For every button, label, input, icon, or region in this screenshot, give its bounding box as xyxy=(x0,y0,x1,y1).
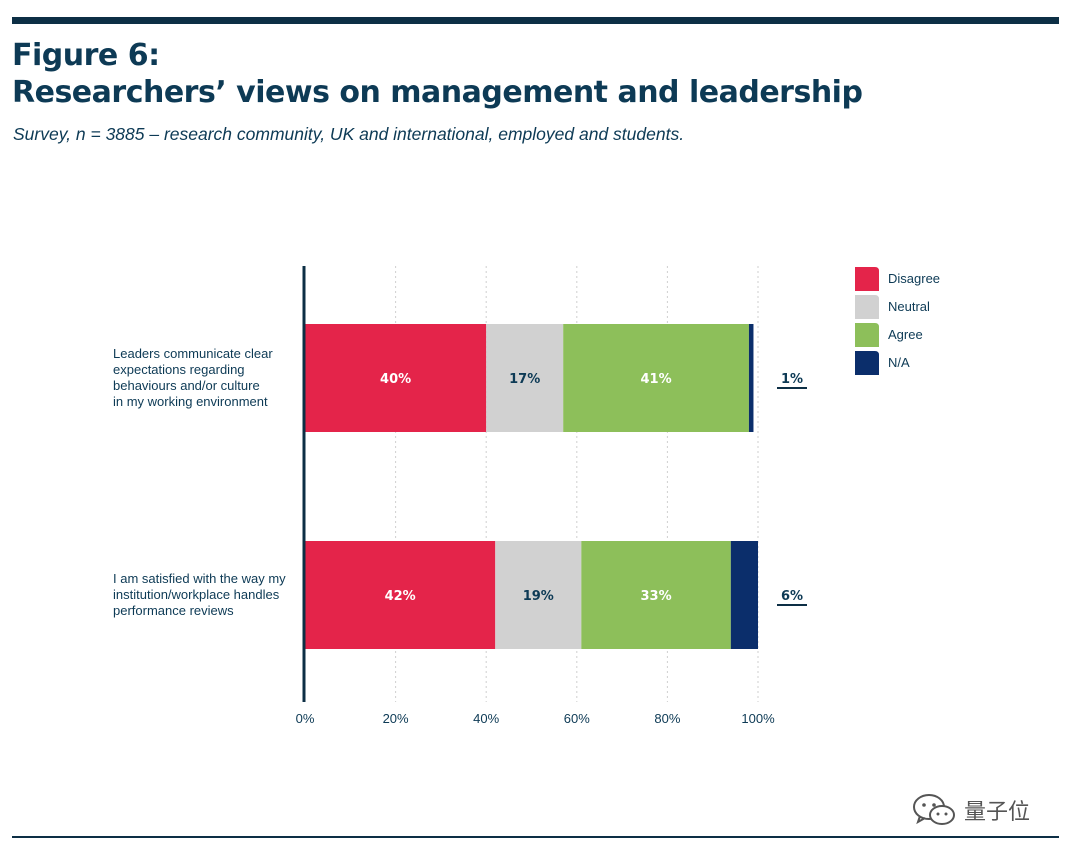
category-label-line: behaviours and/or culture xyxy=(113,378,260,393)
legend-label: N/A xyxy=(888,355,910,370)
data-label-na: 6% xyxy=(781,589,803,604)
legend-label: Disagree xyxy=(888,271,940,286)
bar-agree-2 xyxy=(581,541,731,649)
axis-layer: 0% 20% 40% 60% 80% 100% xyxy=(296,266,775,726)
watermark-text: 量子位 xyxy=(964,800,1031,825)
figure-label: Figure 6: xyxy=(12,38,160,73)
bar-neutral-1 xyxy=(486,324,564,432)
bar-na-2 xyxy=(730,541,758,649)
legend-swatch-agree xyxy=(855,323,879,347)
category-label: I am satisfied with the way my institutio… xyxy=(113,571,286,618)
category-label-line: institution/workplace handles xyxy=(113,587,280,602)
legend-label: Agree xyxy=(888,327,923,342)
watermark: 量子位 xyxy=(912,790,1052,830)
x-tick-label: 60% xyxy=(564,711,590,726)
data-label: 17% xyxy=(509,372,540,387)
data-label: 40% xyxy=(380,372,411,387)
bar-disagree-2 xyxy=(305,541,496,649)
bar-disagree-1 xyxy=(305,324,487,432)
legend: Disagree Neutral Agree N/A xyxy=(855,267,940,375)
category-label: Leaders communicate clear expectations re… xyxy=(113,346,273,409)
data-label: 19% xyxy=(523,589,554,604)
labels-layer: 40% 17% 41% 1% Leaders communicate clear expe… xyxy=(113,346,807,618)
category-label-line: Leaders communicate clear xyxy=(113,346,273,361)
data-label: 42% xyxy=(385,589,416,604)
x-tick-label: 80% xyxy=(654,711,680,726)
legend-label: Neutral xyxy=(888,299,930,314)
x-tick-label: 0% xyxy=(296,711,315,726)
x-tick-label: 100% xyxy=(741,711,775,726)
bar-agree-1 xyxy=(563,324,749,432)
figure-title: Researchers’ views on management and lea… xyxy=(12,75,863,110)
figure-subtitle: Survey, n = 3885 – research community, U… xyxy=(13,124,685,144)
category-label-line: I am satisfied with the way my xyxy=(113,571,286,586)
x-tick-label: 20% xyxy=(383,711,409,726)
category-label-line: expectations regarding xyxy=(113,362,245,377)
bottom-rule xyxy=(12,836,1059,838)
data-label-na: 1% xyxy=(781,372,803,387)
category-label-line: performance reviews xyxy=(113,603,234,618)
bars-layer xyxy=(305,324,758,649)
legend-swatch-neutral xyxy=(855,295,879,319)
wechat-icon xyxy=(913,794,955,825)
bar-na-1 xyxy=(748,324,754,432)
top-rule xyxy=(12,17,1059,24)
x-tick-label: 40% xyxy=(473,711,499,726)
legend-swatch-disagree xyxy=(855,267,879,291)
category-label-line: in my working environment xyxy=(113,394,268,409)
data-label: 33% xyxy=(641,589,672,604)
data-label: 41% xyxy=(641,372,672,387)
bar-neutral-2 xyxy=(495,541,582,649)
legend-swatch-na xyxy=(855,351,879,375)
